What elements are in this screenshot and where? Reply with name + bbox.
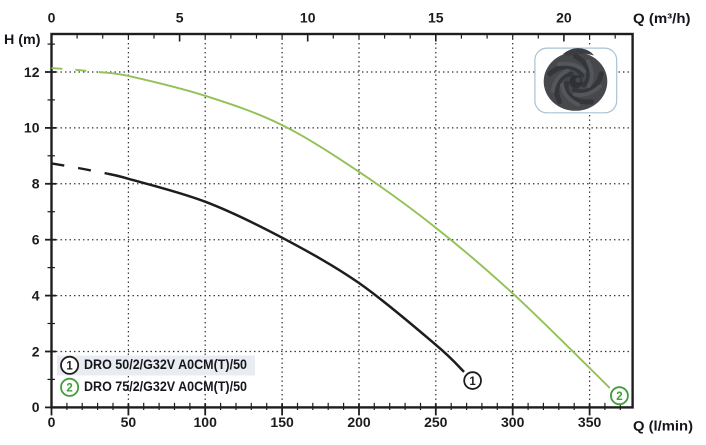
svg-text:50: 50: [121, 414, 137, 430]
svg-text:10: 10: [24, 120, 40, 136]
svg-text:100: 100: [194, 414, 218, 430]
svg-text:4: 4: [32, 287, 40, 303]
svg-text:H (m): H (m): [4, 31, 41, 47]
svg-text:0: 0: [48, 414, 56, 430]
svg-text:Q (l/min): Q (l/min): [633, 418, 693, 434]
svg-text:DRO 50/2/G32V A0CM(T)/50: DRO 50/2/G32V A0CM(T)/50: [84, 357, 247, 372]
svg-text:15: 15: [428, 10, 444, 26]
svg-text:350: 350: [578, 414, 602, 430]
svg-text:1: 1: [66, 361, 73, 373]
svg-text:8: 8: [32, 176, 40, 192]
svg-text:Q (m³/h): Q (m³/h): [633, 10, 691, 26]
svg-text:6: 6: [32, 232, 40, 248]
svg-text:250: 250: [424, 414, 448, 430]
svg-text:200: 200: [347, 414, 371, 430]
svg-text:10: 10: [300, 10, 316, 26]
svg-text:2: 2: [32, 343, 40, 359]
svg-text:150: 150: [270, 414, 294, 430]
svg-text:20: 20: [556, 10, 572, 26]
svg-text:0: 0: [32, 399, 40, 415]
svg-text:2: 2: [616, 391, 622, 403]
svg-text:12: 12: [24, 64, 40, 80]
svg-text:2: 2: [66, 383, 72, 395]
svg-text:5: 5: [176, 10, 184, 26]
svg-text:0: 0: [48, 10, 56, 26]
svg-text:1: 1: [469, 376, 476, 388]
svg-text:300: 300: [501, 414, 525, 430]
svg-text:DRO 75/2/G32V A0CM(T)/50: DRO 75/2/G32V A0CM(T)/50: [84, 379, 247, 394]
